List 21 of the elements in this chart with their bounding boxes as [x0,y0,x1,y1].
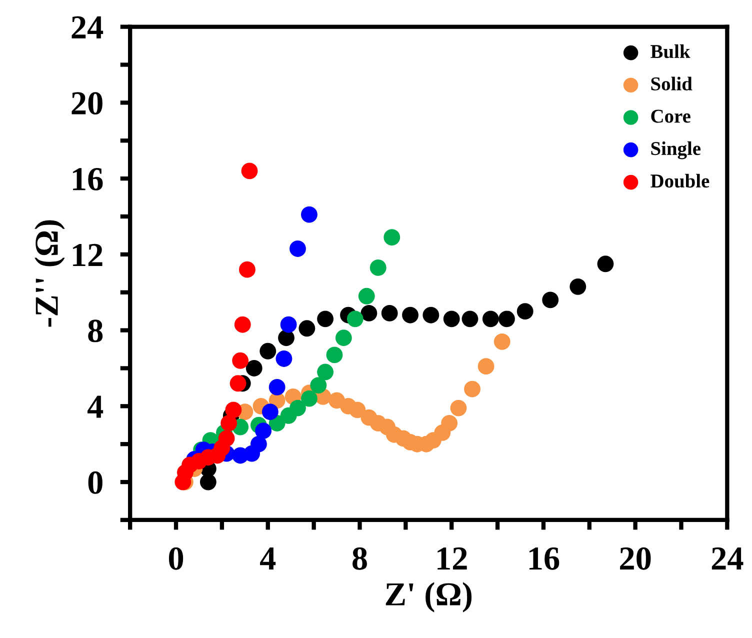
y-tick-label: 8 [88,320,103,342]
legend-label: Double [650,174,710,188]
x-tick-label: 12 [438,547,467,570]
legend-label: Solid [651,76,692,90]
x-tick-label: 24 [712,547,744,570]
legend-label: Core [651,110,690,123]
y-tick-label: 24 [72,16,104,38]
x-tick-label: 20 [620,547,651,570]
x-tick-label: 0 [168,547,184,570]
x-tick-label: 16 [529,547,560,570]
x-tick-label: 8 [352,547,367,570]
x-axis-title: Z' (Ω) [386,582,472,612]
y-tick-label: 16 [73,168,103,190]
y-tick-label: 20 [72,92,102,115]
x-tick-label: 4 [260,548,276,570]
legend-label: Bulk [650,44,690,58]
y-tick-label: 0 [88,471,102,494]
legend-label: Single [651,141,701,160]
y-tick-label: 4 [88,396,104,418]
y-axis-title: -Z'' (Ω) [34,220,65,327]
y-tick-label: 12 [73,244,102,266]
